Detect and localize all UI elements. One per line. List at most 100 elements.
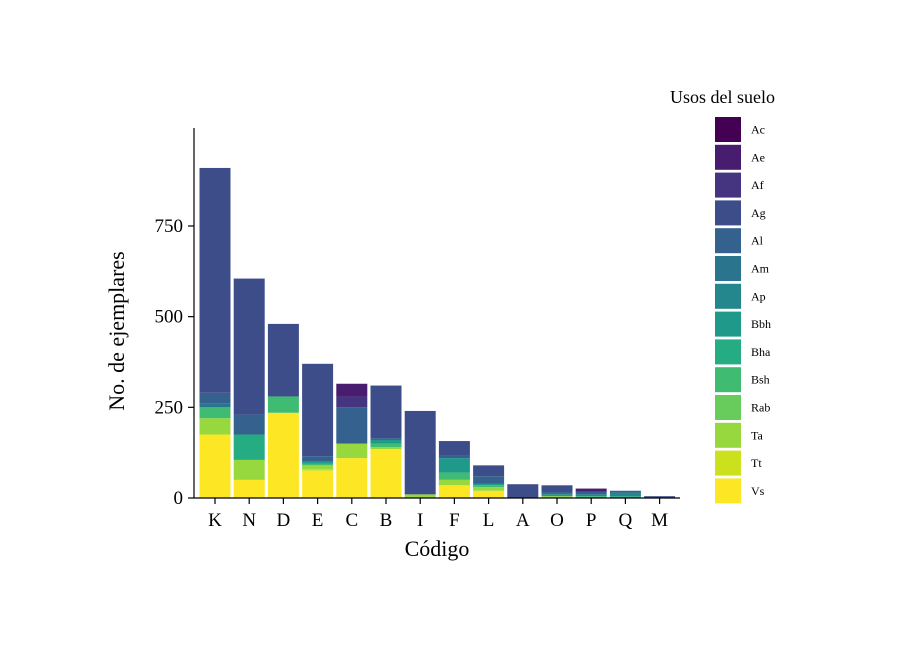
x-tick-label: P <box>586 510 597 531</box>
legend-swatch-Vs <box>715 478 741 504</box>
bar-segment-F-Ag <box>438 441 470 456</box>
x-tick-label: N <box>242 510 256 531</box>
x-tick-label: A <box>516 510 530 531</box>
legend-label-Bsh: Bsh <box>751 373 770 387</box>
legend-swatch-Al <box>715 228 741 254</box>
bar-segment-E-Vs <box>302 470 334 498</box>
x-tick-label: O <box>550 510 564 531</box>
x-tick-label: K <box>208 510 222 531</box>
bar-segment-B-Ta <box>370 447 402 450</box>
legend-swatch-Bsh <box>715 367 741 393</box>
legend-label-Bha: Bha <box>751 345 771 359</box>
bar-segment-B-Vs <box>370 449 402 498</box>
x-tick-label: B <box>380 510 393 531</box>
legend-label-Rab: Rab <box>751 401 770 415</box>
bar-segment-F-Al <box>438 455 470 459</box>
legend-label-Ta: Ta <box>751 428 763 442</box>
x-tick-label: D <box>277 510 291 531</box>
x-tick-label: L <box>483 510 495 531</box>
bar-segment-B-Al <box>370 438 402 440</box>
bar-segment-O-Ag <box>541 485 573 493</box>
y-tick-label: 0 <box>174 488 184 509</box>
x-tick-label: M <box>651 510 668 531</box>
legend-swatch-Ac <box>715 117 741 142</box>
legend-label-Vs: Vs <box>751 484 765 498</box>
bar-segment-D-Ag <box>267 323 299 397</box>
bar-segment-I-Ta <box>404 494 436 498</box>
bar-segment-C-Ta <box>336 443 368 459</box>
bar-segment-C-Af <box>336 396 368 408</box>
legend-label-Bbh: Bbh <box>751 317 771 331</box>
bar-segment-L-Bsh <box>473 485 505 488</box>
bar-segment-B-Ag <box>370 385 402 439</box>
legend-label-Af: Af <box>751 178 764 192</box>
bar-segment-F-Bsh <box>438 472 470 480</box>
bar-segment-N-Ta <box>233 459 265 480</box>
legend-items: Ac Ae Af Ag Al Am Ap Bbh Bha Bsh Rab Ta Tt Vs <box>715 117 771 504</box>
bar-segment-M-Ag <box>644 496 676 498</box>
bar-segment-N-Ag <box>233 278 265 415</box>
legend-title: Usos del suelo <box>670 87 775 107</box>
bar-segment-Q-Al <box>609 490 641 493</box>
legend-label-Ac: Ac <box>751 123 765 137</box>
bar-segment-O-Bbh <box>541 494 573 497</box>
bar-segment-K-Bsh <box>199 407 231 419</box>
bar-segment-P-Ae <box>575 488 607 492</box>
legend-swatch-Ta <box>715 422 741 448</box>
bar-segment-L-Ta <box>473 487 505 491</box>
bar-segment-E-Tt <box>302 468 334 471</box>
legend: Usos del suelo Ac Ae Af Ag Al Am Ap Bbh Bha Bsh Ra… <box>670 87 775 504</box>
bar-segment-Q-Ap <box>609 492 641 497</box>
bar-segment-C-Al <box>336 407 368 444</box>
bar-segment-D-Bsh <box>267 396 299 413</box>
bar-segment-Q-Bha <box>609 496 641 498</box>
bar-segment-E-Al <box>302 456 334 462</box>
bar-segment-L-Bbh <box>473 483 505 486</box>
bar-segment-A-Ag <box>507 484 539 498</box>
bar-segment-P-Ap <box>575 494 607 497</box>
bar-segment-F-Vs <box>438 485 470 498</box>
bar-segment-P-Al <box>575 491 607 495</box>
x-tick-label: F <box>449 510 460 531</box>
y-axis-ticks: 0 250 500 750 <box>155 216 194 509</box>
legend-label-Ae: Ae <box>751 150 765 164</box>
x-axis-title: Código <box>405 536 470 561</box>
bars-group <box>199 167 676 498</box>
bar-segment-K-Ag <box>199 167 231 393</box>
bar-segment-B-Bbh <box>370 439 402 444</box>
bar-segment-K-Ta <box>199 418 231 435</box>
bar-segment-L-Vs <box>473 490 505 498</box>
y-axis-title: No. de ejemplares <box>104 251 129 410</box>
x-tick-label: I <box>417 510 423 531</box>
legend-swatch-Bbh <box>715 311 741 337</box>
bar-segment-K-Am <box>199 403 231 408</box>
legend-swatch-Am <box>715 256 741 281</box>
y-tick-label: 750 <box>155 216 184 237</box>
bar-segment-E-Bbh <box>302 461 334 464</box>
x-tick-label: Q <box>619 510 633 531</box>
legend-swatch-Af <box>715 172 741 198</box>
bar-segment-K-Al <box>199 392 231 404</box>
bar-segment-L-Ag <box>473 465 505 477</box>
legend-swatch-Ap <box>715 283 741 309</box>
bar-segment-L-Al <box>473 476 505 484</box>
bar-segment-K-Vs <box>199 434 231 498</box>
x-tick-label: E <box>312 510 324 531</box>
legend-label-Al: Al <box>751 234 764 248</box>
bar-segment-F-Bbh <box>438 458 470 473</box>
legend-label-Tt: Tt <box>751 456 762 470</box>
legend-swatch-Ae <box>715 144 741 170</box>
bar-segment-E-Bsh <box>302 463 334 466</box>
bar-segment-E-Ta <box>302 465 334 469</box>
legend-swatch-Ag <box>715 200 741 226</box>
legend-swatch-Rab <box>715 395 741 420</box>
bar-segment-I-Ag <box>404 410 436 495</box>
bar-segment-N-Bha <box>233 434 265 460</box>
legend-label-Ap: Ap <box>751 289 766 303</box>
legend-label-Am: Am <box>751 262 770 276</box>
bar-segment-B-Bsh <box>370 443 402 448</box>
bar-segment-P-Bsh <box>575 496 607 498</box>
bar-segment-O-Ta <box>541 496 573 498</box>
